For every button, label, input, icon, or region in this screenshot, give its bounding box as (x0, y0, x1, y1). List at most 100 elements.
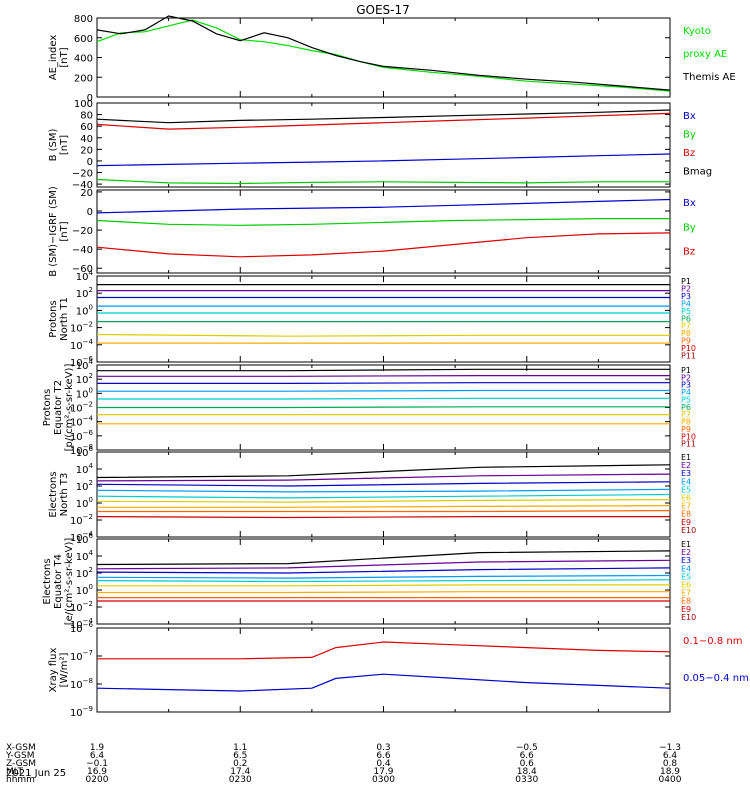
x-axis-value: 6.6 (520, 751, 535, 761)
x-axis-value: 0330 (515, 775, 538, 785)
y-axis-label: Protons North T1 (48, 297, 70, 341)
y-axis-label: B (SM)−IGRF (SM) [nT] (48, 186, 70, 277)
y-tick-label: −40 (72, 180, 93, 191)
y-axis-label-line: [nT] (59, 47, 70, 67)
y-tick-label: 800 (74, 14, 93, 25)
series-line-By (96, 218, 670, 226)
legend-item: P6 (681, 403, 691, 412)
y-tick-label: 0 (87, 93, 93, 104)
series-line-P4 (97, 389, 670, 392)
y-tick-label: 10−8 (70, 677, 93, 691)
y-tick-label: 10−9 (70, 705, 93, 719)
series-line-E2 (96, 473, 671, 482)
legend-item: P9 (681, 425, 691, 434)
y-tick-label: 10−6 (70, 429, 94, 443)
series-line-E3 (96, 567, 671, 574)
legend-item: P11 (681, 440, 696, 449)
y-tick-label: 20 (80, 188, 93, 199)
series-line-0-05-0-4-nm (96, 673, 671, 692)
legend-item: P4 (681, 388, 691, 397)
legend: Kyoto proxy AE Themis AE (682, 26, 736, 83)
series-line-E7 (97, 591, 670, 594)
legend-item: P8 (681, 418, 691, 427)
legend-item: E1 (681, 453, 691, 462)
legend-item: E1 (681, 540, 691, 549)
y-axis-label-line: North T3 (59, 473, 70, 517)
y-tick-label: 10−7 (70, 649, 93, 663)
legend-item: P7 (681, 410, 691, 419)
legend: Bx By Bz (683, 198, 696, 258)
legend-item: E7 (681, 589, 691, 598)
series-line-By (96, 178, 670, 185)
y-tick-label: 100 (76, 583, 93, 597)
y-tick-label: −40 (72, 245, 93, 256)
y-tick-label: 102 (76, 286, 93, 300)
y-tick-label: 10−6 (70, 355, 94, 369)
y-tick-label: 600 (74, 34, 93, 45)
y-tick-label: −60 (72, 264, 93, 275)
y-axis-label-line: AE_index (48, 35, 59, 81)
legend-item: P4 (681, 299, 691, 308)
y-tick-label: −20 (72, 226, 93, 237)
y-tick-label: 60 (80, 122, 93, 133)
y-tick-label: 104 (76, 462, 94, 476)
series-line-Bz (96, 112, 671, 130)
legend-item: E8 (681, 597, 691, 606)
x-axis-value: 18.9 (660, 767, 680, 777)
y-tick-label: 106 (76, 445, 94, 459)
legend-item: E8 (681, 510, 691, 519)
y-tick-label: 10−4 (70, 530, 94, 544)
legend-item: E2 (681, 461, 691, 470)
y-tick-label: 10−8 (70, 443, 93, 457)
y-axis-label: B (SM) [nT] (48, 128, 70, 161)
legend-item: Bx (683, 198, 696, 209)
series-line-E1 (96, 550, 671, 566)
y-axis-label-line: Electrons (42, 558, 53, 604)
y-tick-label: 104 (76, 269, 94, 283)
legend-item: E7 (681, 502, 691, 511)
y-axis-label-line: [nT] (59, 135, 70, 155)
y-tick-label: 10−2 (70, 600, 93, 614)
x-axis-value: −1.3 (659, 743, 681, 753)
legend-item: P10 (681, 432, 696, 441)
x-axis-row-label: MLT (6, 767, 24, 777)
y-tick-label: 104 (76, 549, 94, 563)
y-tick-label: 0 (87, 157, 93, 168)
series-line-Bx (96, 198, 671, 214)
x-axis-value: −0.5 (516, 743, 538, 753)
legend-item: P5 (681, 307, 691, 316)
legend-item: E3 (681, 469, 691, 478)
legend-item: E9 (681, 518, 691, 527)
y-tick-label: 80 (80, 111, 93, 122)
y-tick-label: 102 (76, 372, 93, 386)
y-tick-label: −20 (72, 169, 93, 180)
legend-item: P8 (681, 329, 691, 338)
x-axis-value: 6.4 (90, 751, 105, 761)
y-tick-label: 102 (76, 479, 93, 493)
y-axis-label-line: Protons (48, 300, 59, 337)
x-axis-value: 6.5 (233, 751, 247, 761)
y-axis-label-line: North T1 (59, 297, 70, 341)
y-tick-label: 20 (80, 145, 93, 156)
legend-item: Bz (683, 148, 695, 159)
date-label: 2021 Jun 25 (6, 768, 66, 779)
series-line-E5 (96, 493, 671, 499)
x-axis-value: 0400 (659, 775, 682, 785)
x-axis-value: 17.9 (373, 767, 393, 777)
legend-item: Bmag (683, 167, 712, 178)
x-axis-value: 1.1 (233, 743, 247, 753)
x-axis-value: 18.4 (517, 767, 537, 777)
series-line-E7 (97, 505, 671, 508)
y-tick-label: 104 (76, 358, 94, 372)
legend: 0.1−0.8 nm 0.05−0.4 nm (683, 636, 749, 684)
series-line-Kyoto-proxy-AE (96, 19, 671, 92)
x-axis-value: 0300 (372, 775, 395, 785)
series-line-E6 (96, 499, 671, 503)
y-axis-label: Protons Equator T2 [p/(cm²-s-sr-keV)] (42, 364, 75, 452)
